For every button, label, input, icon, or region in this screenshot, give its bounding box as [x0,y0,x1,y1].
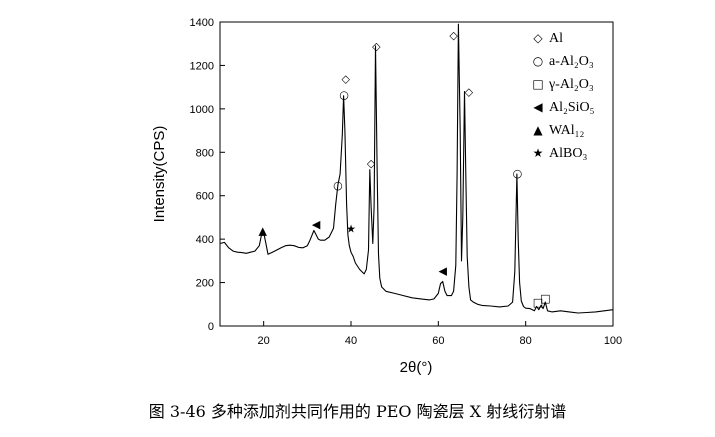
legend-symbol: ◀ [533,100,543,114]
peak-marker-γ-al2o3: □ [540,292,550,305]
series-line [219,23,614,314]
peak-marker-al2sio5: ◀ [312,218,321,231]
y-tick-label: 0 [208,321,214,333]
series-layer [219,23,614,314]
plot-frame [219,21,614,327]
y-tick-label: 200 [196,278,214,290]
peak-marker-al: ◇ [449,29,458,42]
y-tick-label: 600 [196,191,214,203]
legend: ◇ Al ○ a-Al₂O₃ □ γ-Al₂O₃ ◀ Al₂SiO₅ ▲ WAl₁₂ ★ AlBO₃ [532,31,594,161]
peak-marker-al: ◇ [367,157,376,170]
y-tick-label: 1400 [190,17,214,29]
x-tick-label: 60 [432,335,444,347]
x-tick-label: 80 [520,335,532,347]
legend-label: AlBO₃ [549,146,587,161]
y-tick-label: 1000 [190,104,214,116]
x-tick-label: 100 [604,335,622,347]
legend-label: a-Al₂O₃ [549,54,594,69]
legend-label: γ-Al₂O₃ [548,77,594,92]
y-tick-label: 800 [196,147,214,159]
peak-markers: ◇◇◇◇◇○○○□□◀◀▲ ★ [259,29,551,309]
peak-marker-a-al2o3: ○ [333,179,343,192]
peak-marker-a-al2o3: ○ [339,89,349,102]
x-axis-title: 2θ(°) [400,359,433,376]
legend-label: Al₂SiO₅ [549,100,595,115]
x-tick-label: 40 [345,335,357,347]
peak-marker-al2sio5: ◀ [438,265,447,278]
legend-symbol: ▲ [533,123,543,137]
legend-symbol: □ [532,77,543,91]
peak-marker-wal12: ▲ [259,224,268,237]
legend-label: WAl₁₂ [549,123,585,138]
peak-marker-al: ◇ [342,72,351,85]
legend-symbol: ◇ [533,31,543,45]
legend-label: Al [549,31,563,46]
legend-symbol: ★ [533,146,544,160]
peak-marker-γ-al2o3: □ [533,296,543,309]
peak-marker-al: ◇ [465,85,474,98]
peak-marker-al: ◇ [372,40,381,53]
figure-caption: 图 3-46 多种添加剂共同作用的 PEO 陶瓷层 X 射线衍射谱 [148,402,567,421]
x-tick-label: 20 [258,335,270,347]
peak-marker-albo3: ★ [346,222,356,235]
legend-symbol: ○ [533,54,543,68]
y-axis-title: Intensity(CPS) [151,126,168,223]
y-tick-label: 400 [196,234,214,246]
peak-marker-a-al2o3: ○ [513,167,523,180]
y-tick-label: 1200 [190,60,214,72]
